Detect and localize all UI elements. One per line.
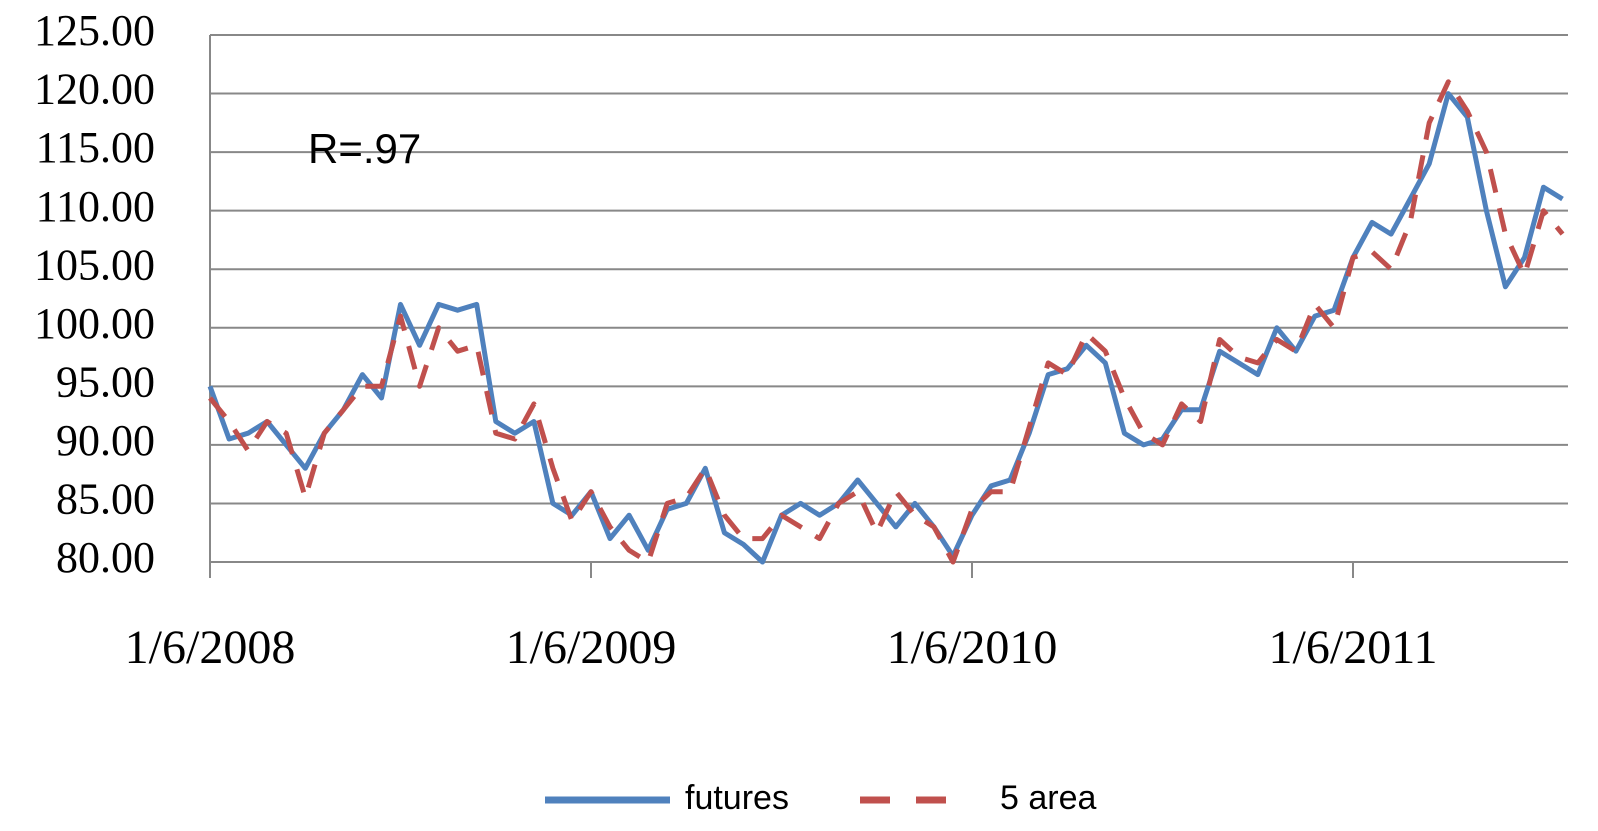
x-tick-label: 1/6/2010 [887, 621, 1058, 674]
x-tick-label: 1/6/2008 [125, 621, 296, 674]
y-tick-label: 110.00 [36, 182, 155, 231]
y-tick-label: 125.00 [34, 6, 155, 55]
y-tick-label: 105.00 [34, 240, 155, 289]
x-tick-label: 1/6/2011 [1269, 621, 1438, 674]
y-tick-label: 100.00 [34, 299, 155, 348]
annotation: R=.97 [308, 125, 421, 172]
series-line [208, 79, 1565, 565]
y-tick-label: 85.00 [56, 475, 155, 524]
y-tick-label: 90.00 [56, 416, 155, 465]
y-tick-label: 120.00 [34, 65, 155, 114]
y-tick-label: 95.00 [56, 357, 155, 406]
x-tick-label: 1/6/2009 [506, 621, 677, 674]
legend-label: 5 area [1000, 779, 1096, 817]
y-tick-label: 115.00 [36, 123, 155, 172]
legend-label: futures [685, 779, 789, 817]
y-tick-label: 80.00 [56, 533, 155, 582]
